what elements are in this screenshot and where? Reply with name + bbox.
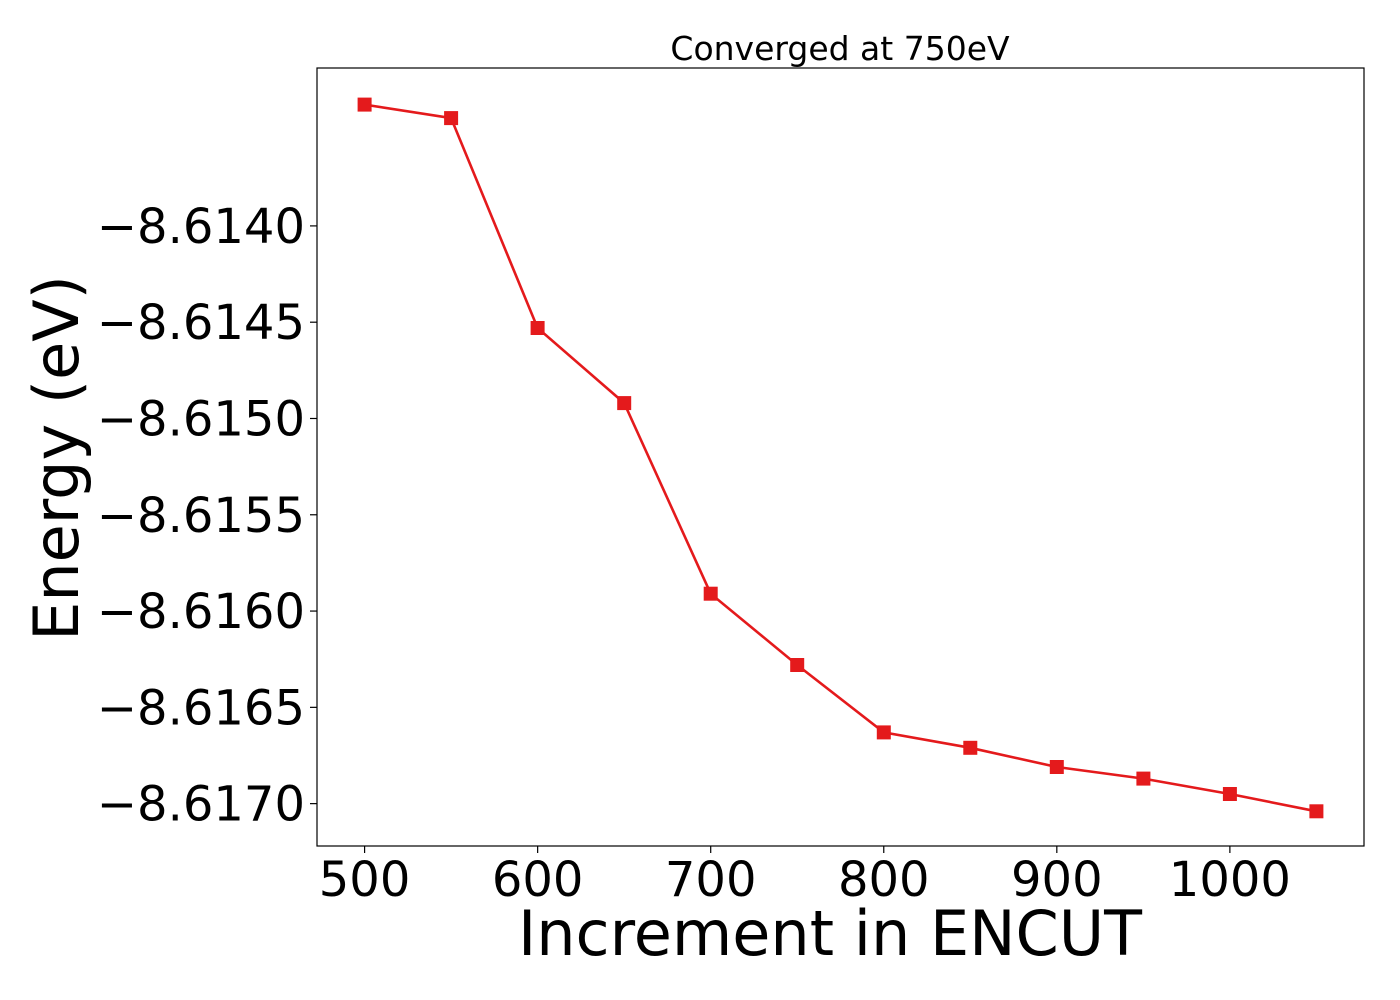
series-line — [364, 103, 1317, 813]
data-point-marker — [703, 586, 718, 601]
data-point-marker — [357, 97, 372, 112]
y-axis: −8.6140 −8.6145 −8.6150 −8.6155 −8.6160 −8.61… — [97, 199, 317, 833]
x-tick-label: 600 — [492, 852, 584, 908]
data-point-marker — [963, 740, 978, 755]
data-point-marker — [444, 111, 459, 126]
data-point-marker — [790, 658, 805, 672]
y-tick-label: −8.6160 — [97, 584, 305, 640]
y-tick-label: −8.6140 — [97, 199, 305, 255]
data-point-marker — [1309, 804, 1324, 819]
y-tick-label: −8.6155 — [97, 488, 305, 544]
plot-area-frame — [316, 67, 1365, 847]
data-point-marker — [617, 396, 632, 411]
y-tick-label: −8.6145 — [97, 295, 305, 351]
data-point-marker — [1222, 787, 1237, 801]
x-axis-label: Increment in ENCUT — [518, 897, 1143, 970]
y-tick-label: −8.6165 — [97, 680, 305, 736]
x-tick-label: 900 — [1011, 852, 1103, 908]
data-point-marker — [1136, 771, 1151, 786]
x-tick-label: 700 — [665, 852, 757, 908]
y-axis-label: Energy (eV) — [20, 275, 93, 641]
data-point-marker — [530, 321, 545, 335]
chart-title: Converged at 750eV — [670, 29, 1010, 68]
x-tick-label: 800 — [838, 852, 930, 908]
y-tick-label: −8.6170 — [97, 777, 305, 833]
data-point-marker — [876, 725, 891, 740]
series-group — [357, 97, 1324, 819]
x-tick-label: 1000 — [1169, 852, 1291, 908]
x-axis: 500 600 700 800 900 1000 — [319, 846, 1291, 908]
data-point-marker — [1049, 760, 1064, 774]
y-tick-label: −8.6150 — [97, 391, 305, 447]
x-tick-label: 500 — [319, 852, 411, 908]
